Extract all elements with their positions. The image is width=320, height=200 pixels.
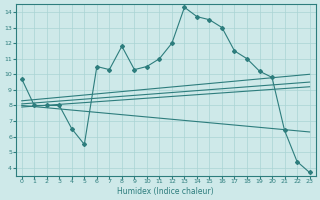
- X-axis label: Humidex (Indice chaleur): Humidex (Indice chaleur): [117, 187, 214, 196]
